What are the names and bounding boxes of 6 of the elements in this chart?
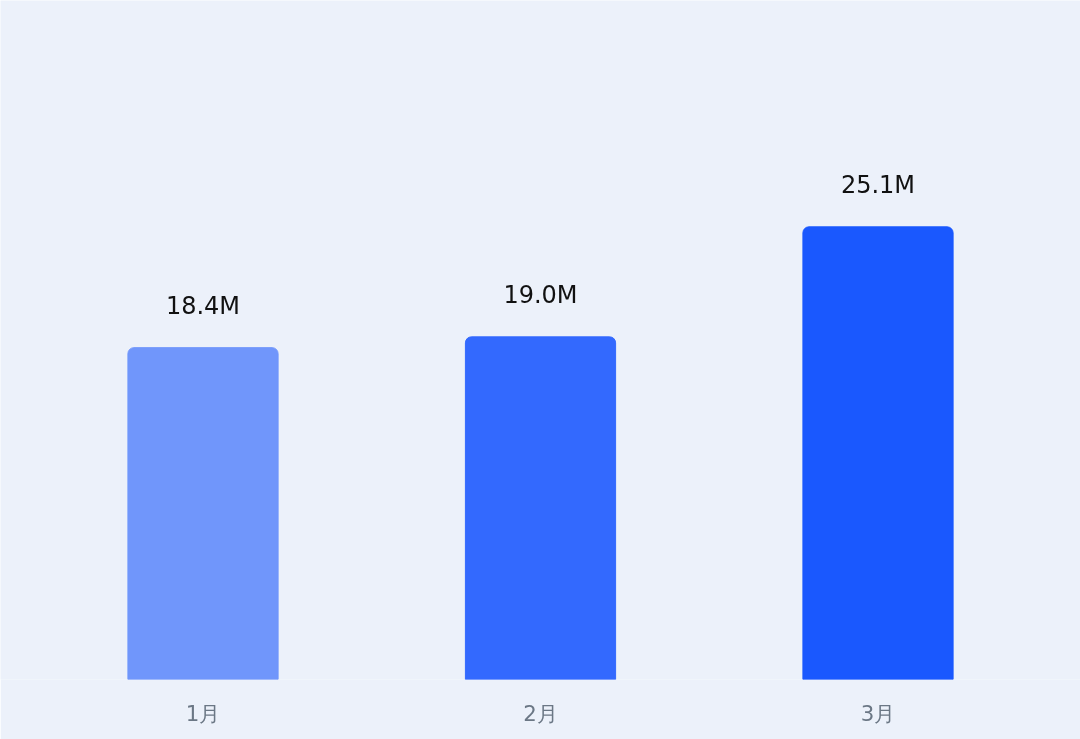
- x-tick-label: 3月: [860, 700, 896, 726]
- data-label: 18.4M: [165, 291, 241, 320]
- x-tick-label: 1月: [185, 700, 221, 726]
- data-label: 19.0M: [503, 280, 578, 309]
- x-tick-label: 2月: [523, 700, 558, 726]
- data-label: 25.1M: [840, 170, 916, 199]
